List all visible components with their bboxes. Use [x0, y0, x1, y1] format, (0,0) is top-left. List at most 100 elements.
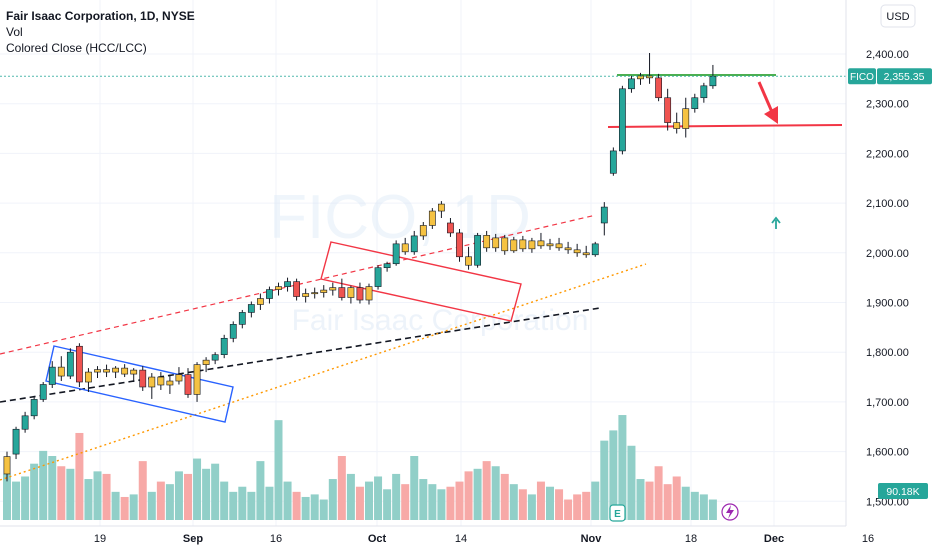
volume-bar: [645, 481, 654, 520]
volume-bar: [437, 489, 446, 520]
blue-channel-box[interactable]: [45, 345, 234, 423]
volume-bar: [337, 456, 346, 520]
candle-body: [320, 289, 328, 293]
volume-bar: [536, 481, 545, 520]
volume-bar: [138, 461, 147, 520]
candle-body: [229, 324, 237, 339]
candle-body: [157, 376, 165, 386]
candle-body: [664, 97, 672, 123]
orange-dotted-trendline[interactable]: [0, 263, 647, 481]
volume-bar: [654, 466, 663, 520]
red-support-line[interactable]: [607, 124, 843, 128]
volume-bar: [546, 486, 554, 520]
candle-body: [139, 369, 147, 388]
candle-body: [311, 292, 319, 295]
volume-bar: [165, 484, 174, 520]
volume-bar: [129, 494, 138, 520]
price-tick-label: 1,800.00: [866, 347, 909, 359]
watermark-company: Fair Isaac Corporation: [292, 304, 589, 337]
colored-close-indicator-label[interactable]: Colored Close (HCC/LCC): [6, 41, 147, 55]
candle-body: [374, 267, 382, 287]
candle-body: [456, 232, 463, 258]
green-up-arrow[interactable]: [771, 216, 781, 229]
candle-body: [3, 456, 11, 475]
volume-bar: [491, 466, 500, 520]
candle-body: [130, 369, 138, 375]
candle-body: [546, 243, 554, 247]
volume-bar: [564, 499, 573, 520]
red-down-arrow[interactable]: [757, 81, 778, 124]
volume-bar: [663, 484, 672, 520]
volume-indicator-label[interactable]: Vol: [6, 25, 23, 39]
volume-bar: [238, 486, 247, 520]
price-tick-label: 1,700.00: [866, 397, 909, 409]
candle-body: [76, 345, 83, 383]
volume-bar: [383, 489, 392, 520]
volume-bar: [21, 476, 30, 520]
candle-body: [220, 337, 228, 355]
price-axis-ticks: 2,400.00 2,300.00 2,200.00 2,100.00 2,000.00…: [866, 49, 909, 508]
candle-body: [193, 364, 201, 395]
volume-bar: [365, 481, 373, 520]
volume-bar: [518, 489, 527, 520]
candle-body: [591, 243, 599, 256]
volume-bar: [84, 479, 93, 520]
volume-bar: [681, 486, 690, 520]
candle-body: [401, 243, 409, 253]
time-tick-label: Sep: [183, 533, 203, 545]
volume-bar: [229, 491, 238, 520]
volume-bar: [455, 481, 464, 520]
earnings-marker[interactable]: E: [609, 504, 626, 522]
candle-body: [356, 287, 364, 301]
candle-body: [48, 366, 56, 385]
currency-selector[interactable]: USD: [880, 4, 916, 28]
black-dashed-support-trendline[interactable]: [0, 307, 601, 403]
volume-bar: [111, 491, 120, 520]
watermark-symbol: FICO, 1D: [269, 183, 531, 252]
volume-bar: [12, 481, 21, 520]
drawings-layer[interactable]: [0, 74, 843, 481]
volume-bar: [48, 456, 57, 520]
volume-bar: [193, 458, 202, 520]
volume-bar: [355, 486, 364, 520]
candle-body: [655, 77, 662, 99]
candle-body: [302, 293, 310, 297]
candle-body: [30, 399, 38, 417]
candle-body: [293, 281, 300, 297]
volume-bar: [211, 463, 220, 520]
volume-bar: [446, 486, 455, 520]
candle-body: [202, 359, 210, 365]
red-channel-box[interactable]: [320, 241, 522, 322]
time-axis-ticks[interactable]: 19 Sep 16 Oct 14 Nov 18 Dec 16: [94, 533, 874, 545]
price-candles: [3, 53, 717, 482]
volume-badge-label: 90.18K: [886, 486, 919, 498]
candle-body: [211, 354, 219, 361]
candle-body: [347, 287, 355, 298]
candle-body: [39, 384, 47, 400]
time-tick-label: Dec: [764, 533, 784, 545]
candle-body: [564, 247, 572, 251]
candle-body: [392, 243, 400, 265]
time-tick-label: Oct: [368, 533, 387, 545]
volume-bar: [392, 473, 401, 520]
price-axis[interactable]: [846, 0, 932, 550]
price-tick-label: 2,200.00: [866, 148, 909, 160]
volume-bar: [102, 473, 111, 520]
candle-body: [284, 281, 291, 287]
lightning-icon[interactable]: [721, 503, 739, 521]
volume-bar: [699, 494, 708, 520]
candle-body: [419, 225, 427, 237]
red-dashed-upper-trendline[interactable]: [0, 214, 597, 355]
candle-body: [103, 369, 110, 373]
candle-body: [528, 240, 536, 250]
candle-body: [700, 85, 708, 99]
candle-body: [112, 367, 119, 373]
symbol-title[interactable]: Fair Isaac Corporation, 1D, NYSE: [6, 9, 195, 23]
volume-bar: [500, 473, 509, 520]
volume-bar: [473, 468, 482, 520]
candle-body: [238, 312, 246, 325]
candle-body: [582, 252, 590, 256]
price-tick-label: 2,000.00: [866, 248, 909, 260]
